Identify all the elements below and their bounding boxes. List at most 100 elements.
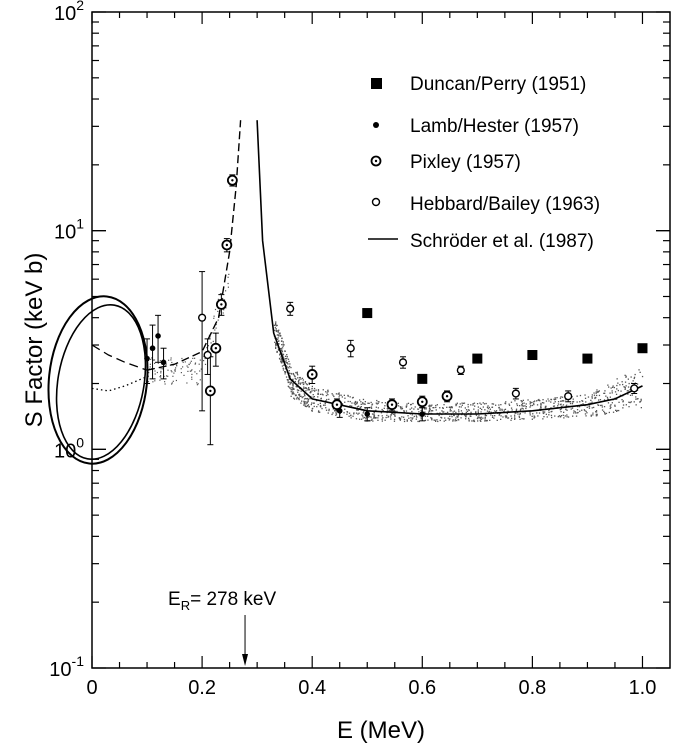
band-stipple-dot [533, 403, 535, 406]
band-stipple-dot [348, 415, 350, 417]
band-stipple-dot [610, 406, 612, 409]
band-stipple-dot [460, 410, 463, 412]
pixley-point-center [445, 394, 449, 398]
band-stipple-dot [501, 409, 503, 411]
band-stipple-dot [467, 403, 469, 406]
band-stipple-dot [331, 413, 333, 416]
band-stipple-dot [311, 387, 313, 390]
hebbard-bailey-point [286, 304, 295, 313]
band-stipple-dot [607, 398, 609, 400]
band-stipple-dot [480, 420, 482, 422]
band-stipple-dot [543, 402, 545, 404]
band-stipple-dot [460, 417, 462, 419]
band-stipple-dot [457, 414, 460, 416]
band-stipple-dot [523, 402, 525, 404]
band-stipple-dot [595, 411, 597, 413]
band-stipple-dot [609, 392, 611, 394]
band-stipple-dot [632, 380, 634, 382]
legend-item-duncan-perry: Duncan/Perry (1951) [371, 74, 586, 95]
band-stipple-dot [308, 388, 310, 391]
band-stipple-dot [350, 417, 352, 419]
pixley-point-center [390, 403, 394, 406]
band-stipple-dot [515, 408, 518, 410]
band-stipple-dot [557, 416, 559, 418]
band-stipple-dot [307, 389, 309, 391]
band-stipple-dot [277, 334, 279, 336]
band-stipple-dot [275, 322, 277, 325]
band-stipple-dot [306, 387, 308, 390]
band-stipple-dot [291, 373, 293, 375]
band-stipple-dot [418, 420, 420, 423]
band-stipple-dot [305, 383, 308, 385]
band-stipple-dot [470, 411, 472, 413]
band-stipple-dot [190, 370, 192, 372]
band-stipple-dot [479, 402, 481, 404]
band-stipple-dot [559, 404, 562, 406]
band-stipple-dot [612, 411, 615, 413]
band-stipple-dot [356, 406, 359, 408]
band-stipple-dot [471, 420, 473, 422]
band-stipple-dot [281, 350, 284, 353]
band-stipple-dot [493, 417, 495, 419]
band-stipple-dot [171, 371, 173, 373]
band-stipple-dot [571, 407, 574, 409]
band-stipple-dot [367, 416, 369, 418]
band-stipple-dot [305, 403, 307, 405]
band-stipple-dot [431, 417, 433, 419]
band-stipple-dot [418, 414, 420, 416]
band-stipple-dot [311, 402, 313, 404]
duncan-perry-point [637, 343, 648, 354]
band-stipple-dot [283, 364, 285, 366]
band-stipple-dot [620, 390, 622, 392]
band-stipple-dot [635, 396, 637, 398]
band-stipple-dot [289, 383, 291, 385]
band-stipple-dot [301, 400, 303, 402]
band-stipple-dot [305, 390, 307, 392]
band-stipple-dot [343, 412, 345, 414]
band-stipple-dot [303, 404, 305, 406]
dotted-circle-center-icon [374, 159, 378, 163]
band-stipple-dot [393, 420, 396, 422]
band-stipple-dot [491, 406, 493, 408]
band-stipple-dot [548, 409, 550, 412]
band-stipple-dot [303, 398, 306, 400]
band-stipple-dot [618, 409, 620, 412]
band-stipple-dot [171, 382, 173, 384]
band-stipple-dot [456, 402, 458, 404]
band-stipple-dot [517, 413, 519, 415]
band-stipple-dot [282, 341, 284, 343]
band-stipple-dot [491, 403, 493, 405]
band-stipple-dot [604, 413, 606, 415]
band-stipple-dot [488, 410, 491, 413]
band-stipple-dot [296, 389, 299, 391]
band-stipple-dot [275, 330, 278, 333]
band-stipple-dot [304, 394, 306, 396]
band-stipple-dot [429, 405, 431, 407]
band-stipple-dot [628, 382, 630, 385]
band-stipple-dot [571, 401, 574, 403]
duncan-perry-point [417, 373, 428, 384]
band-stipple-dot [448, 406, 450, 408]
band-stipple-dot [277, 340, 279, 342]
band-stipple-dot [305, 397, 307, 400]
band-stipple-dot [362, 417, 364, 419]
band-stipple-dot [619, 394, 621, 396]
band-stipple-dot [477, 411, 479, 413]
resonance-label: ER= 278 keV [168, 589, 276, 613]
band-stipple-dot [510, 401, 513, 403]
band-stipple-dot [322, 389, 324, 391]
band-stipple-dot [486, 420, 488, 422]
band-stipple-dot [514, 416, 516, 418]
band-stipple-dot [292, 384, 294, 386]
band-stipple-dot [225, 290, 227, 292]
band-stipple-dot [189, 370, 191, 372]
band-stipple-dot [508, 403, 510, 405]
band-stipple-dot [615, 409, 617, 411]
band-stipple-dot [574, 411, 576, 413]
band-stipple-dot [347, 400, 349, 403]
band-stipple-dot [382, 410, 384, 412]
band-stipple-dot [364, 403, 366, 405]
band-stipple-dot [636, 383, 639, 385]
band-stipple-dot [540, 405, 542, 407]
schroder-curve-low [146, 120, 242, 371]
